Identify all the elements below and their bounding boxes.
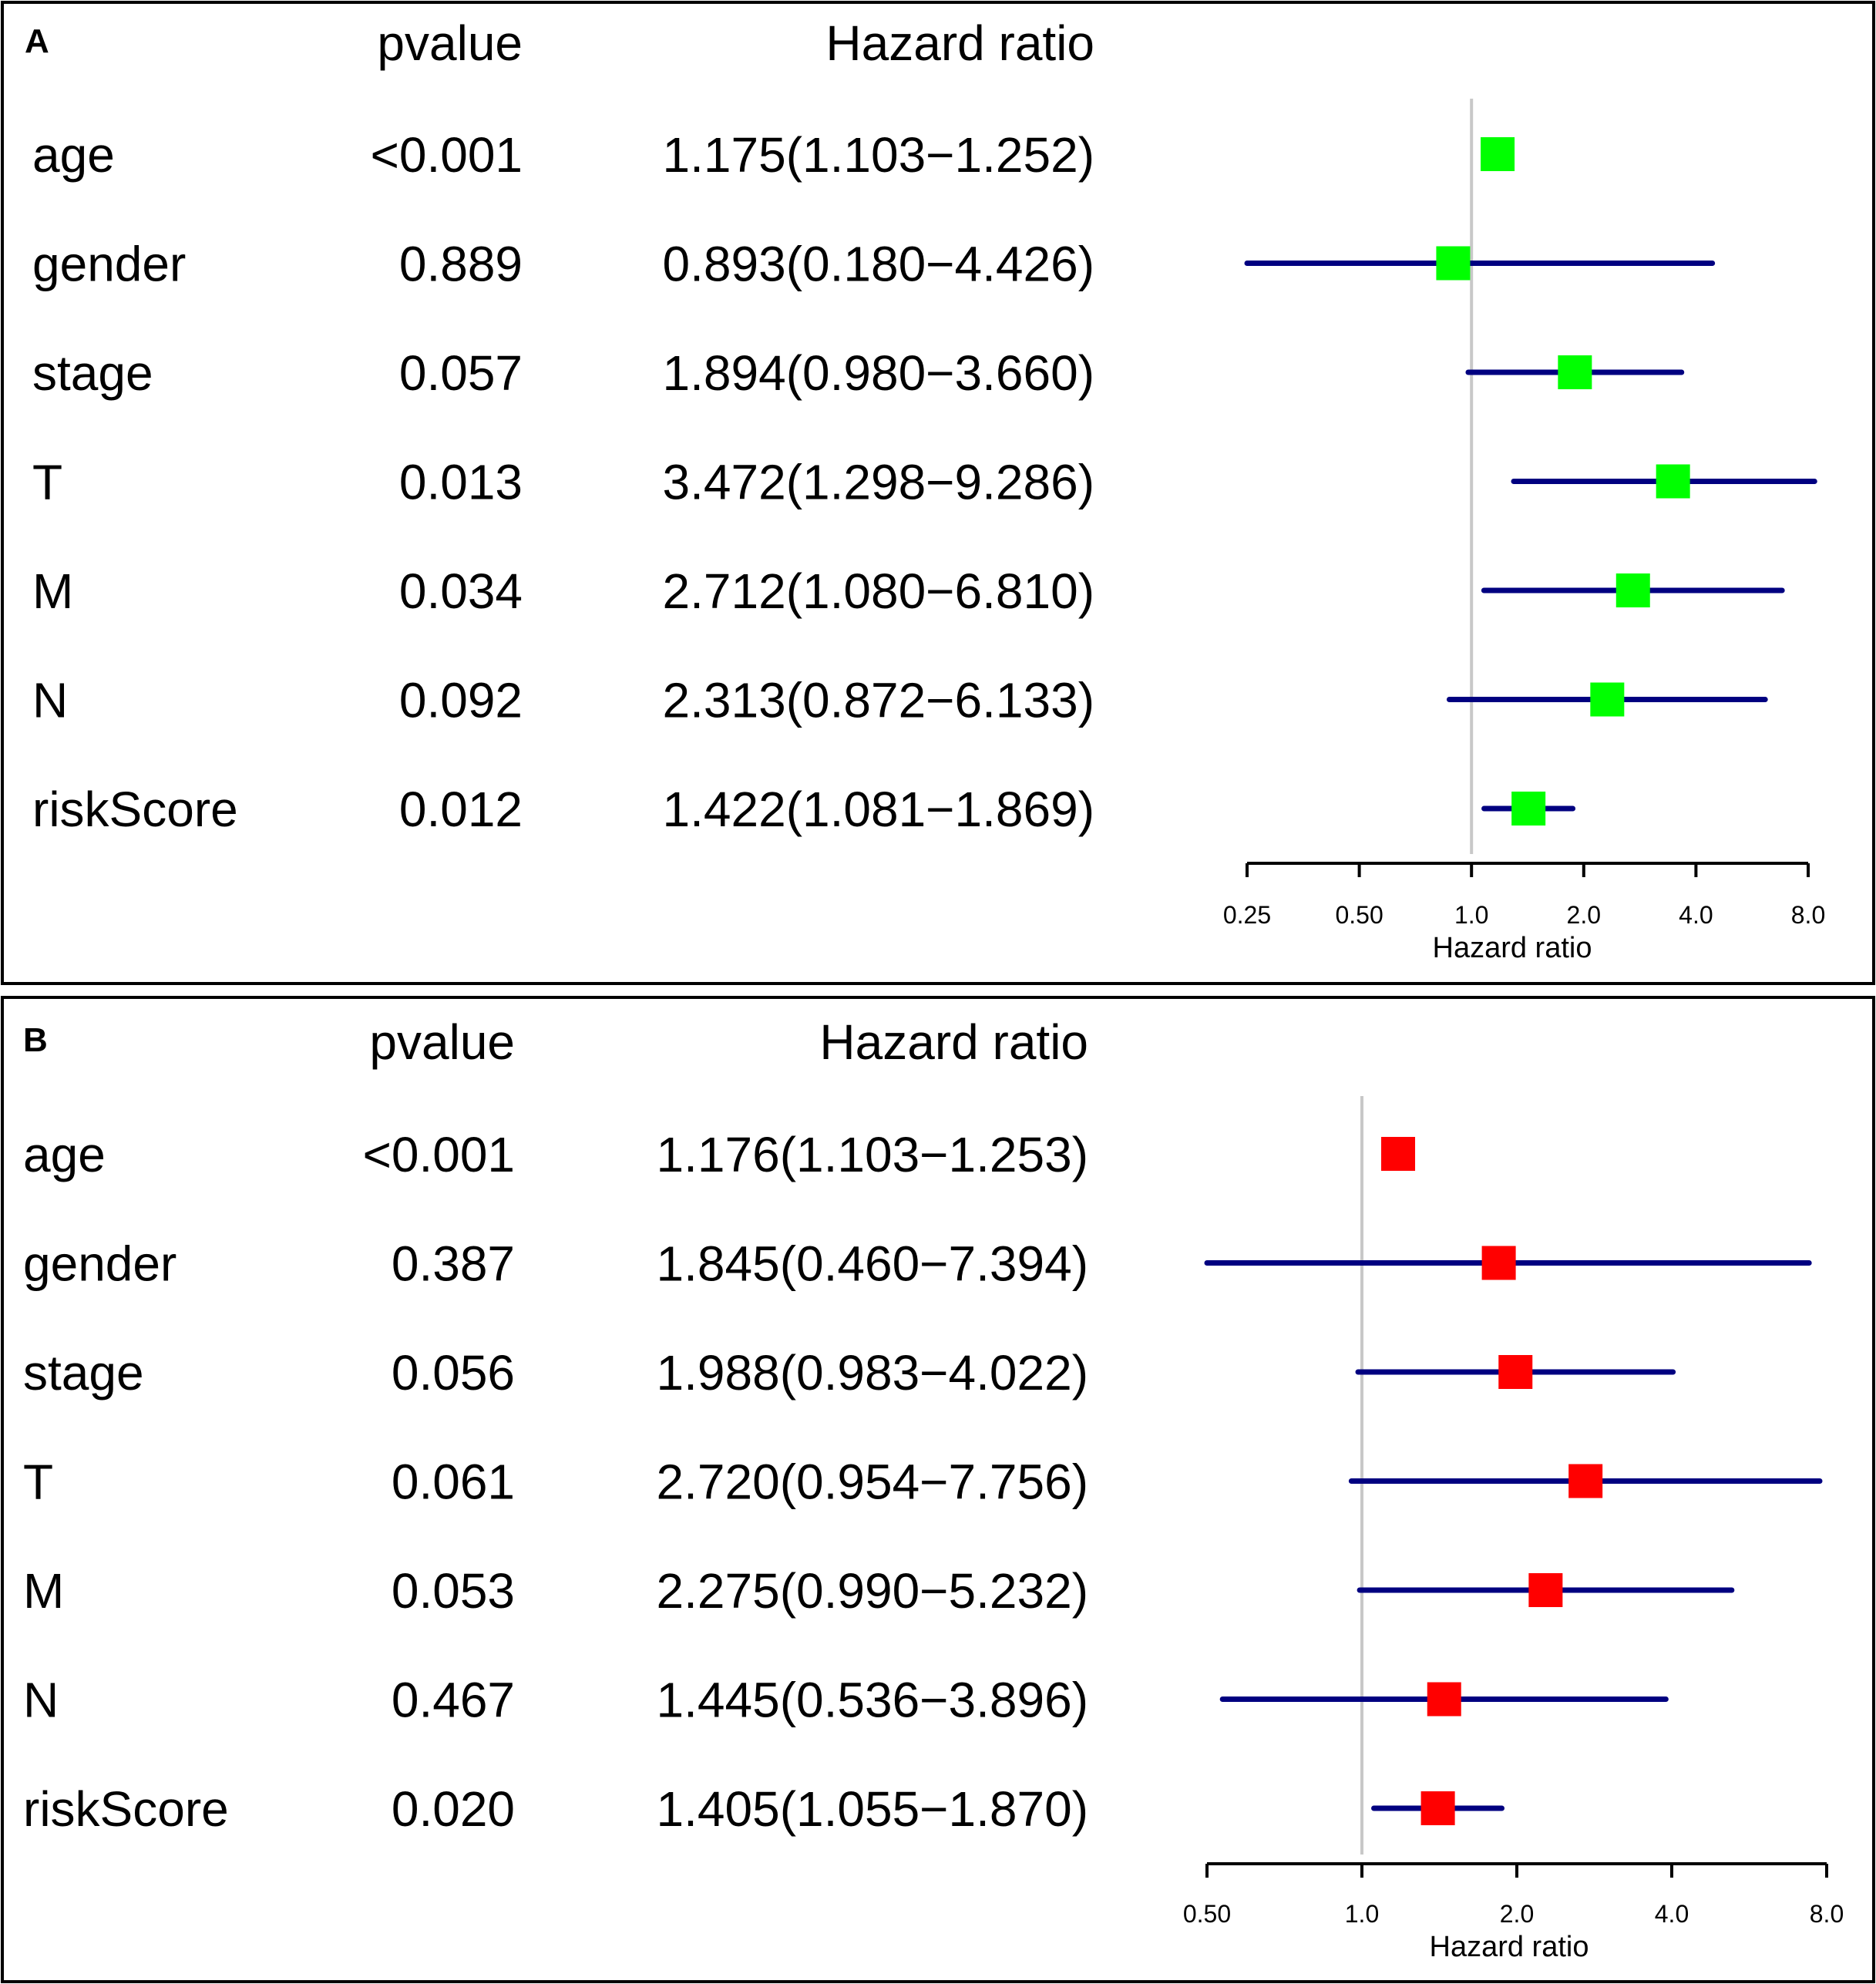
hazard-ratio-cell: 2.313(0.872−6.133) [663, 673, 1094, 728]
hr-marker [1381, 1137, 1416, 1171]
hazard-ratio-cell: 1.988(0.983−4.022) [657, 1345, 1088, 1401]
variable-label: T [23, 1454, 53, 1510]
table-row: gender 0.889 0.893(0.180−4.426) [32, 237, 1716, 292]
hazard-ratio-cell: 2.275(0.990−5.232) [657, 1563, 1088, 1619]
variable-label: riskScore [32, 782, 238, 837]
pvalue-header: pvalue [377, 15, 523, 71]
pvalue-cell: <0.001 [370, 127, 523, 183]
variable-label: M [32, 563, 73, 619]
hr-marker [1481, 137, 1515, 171]
table-row: N 0.467 1.445(0.536−3.896) [23, 1673, 1669, 1728]
hr-marker [1427, 1682, 1461, 1717]
variable-label: M [23, 1563, 64, 1619]
hazard-ratio-cell: 1.445(0.536−3.896) [657, 1673, 1088, 1728]
pvalue-cell: 0.013 [399, 455, 523, 510]
hazard-ratio-cell: 2.712(1.080−6.810) [663, 563, 1094, 619]
table-row: T 0.061 2.720(0.954−7.756) [23, 1454, 1823, 1510]
panel-label: B [23, 1021, 48, 1059]
pvalue-cell: 0.889 [399, 237, 523, 292]
hr-marker [1511, 792, 1546, 826]
pvalue-cell: 0.061 [392, 1454, 515, 1510]
x-tick-label: 2.0 [1567, 901, 1601, 929]
hazard-ratio-cell: 1.175(1.103−1.252) [663, 127, 1094, 183]
panel-label: A [25, 22, 49, 60]
x-tick-label: 0.50 [1183, 1900, 1231, 1928]
hr-marker [1558, 355, 1592, 389]
table-row: T 0.013 3.472(1.298−9.286) [32, 455, 1817, 510]
hr-marker [1615, 573, 1650, 607]
variable-label: stage [23, 1345, 144, 1401]
variable-label: gender [23, 1236, 177, 1292]
table-row: riskScore 0.020 1.405(1.055−1.870) [23, 1781, 1505, 1837]
variable-label: age [32, 127, 115, 183]
table-row: riskScore 0.012 1.422(1.081−1.869) [32, 782, 1576, 837]
hazard-ratio-cell: 1.405(1.055−1.870) [657, 1781, 1088, 1837]
hazard-ratio-cell: 1.422(1.081−1.869) [663, 782, 1094, 837]
variable-label: N [23, 1673, 59, 1728]
hr-marker [1656, 464, 1690, 499]
x-tick-label: 4.0 [1655, 1900, 1689, 1928]
hazard-ratio-cell: 1.845(0.460−7.394) [657, 1236, 1088, 1292]
table-row: gender 0.387 1.845(0.460−7.394) [23, 1236, 1812, 1292]
table-row: M 0.034 2.712(1.080−6.810) [32, 563, 1785, 619]
pvalue-cell: 0.012 [399, 782, 523, 837]
pvalue-cell: 0.467 [392, 1673, 515, 1728]
hazard-ratio-header: Hazard ratio [819, 1014, 1088, 1070]
x-tick-label: 8.0 [1810, 1900, 1844, 1928]
table-row: M 0.053 2.275(0.990−5.232) [23, 1563, 1735, 1619]
pvalue-cell: 0.053 [392, 1563, 515, 1619]
x-tick-label: 8.0 [1791, 901, 1825, 929]
x-tick-label: 4.0 [1679, 901, 1713, 929]
variable-label: age [23, 1127, 106, 1182]
hazard-ratio-cell: 2.720(0.954−7.756) [657, 1454, 1088, 1510]
pvalue-cell: 0.034 [399, 563, 523, 619]
x-tick-label: 0.50 [1335, 901, 1383, 929]
hr-marker [1498, 1355, 1533, 1389]
variable-label: gender [32, 237, 186, 292]
table-row: stage 0.057 1.894(0.980−3.660) [32, 345, 1685, 401]
table-row: N 0.092 2.313(0.872−6.133) [32, 673, 1768, 728]
pvalue-cell: <0.001 [362, 1127, 515, 1182]
x-tick-label: 2.0 [1500, 1900, 1534, 1928]
x-tick-label: 1.0 [1454, 901, 1488, 929]
x-axis-label: Hazard ratio [1433, 932, 1592, 964]
hazard-ratio-cell: 0.893(0.180−4.426) [663, 237, 1094, 292]
table-row: stage 0.056 1.988(0.983−4.022) [23, 1345, 1676, 1401]
hazard-ratio-cell: 1.176(1.103−1.253) [657, 1127, 1088, 1182]
variable-label: N [32, 673, 68, 728]
hazard-ratio-cell: 3.472(1.298−9.286) [663, 455, 1094, 510]
hr-marker [1436, 246, 1471, 281]
panel-border [1, 996, 1875, 1983]
pvalue-cell: 0.056 [392, 1345, 515, 1401]
x-tick-label: 0.25 [1223, 901, 1271, 929]
hr-marker [1528, 1573, 1563, 1607]
hr-marker [1568, 1464, 1603, 1498]
pvalue-cell: 0.057 [399, 345, 523, 401]
hr-marker [1481, 1246, 1516, 1280]
x-tick-label: 1.0 [1345, 1900, 1379, 1928]
pvalue-cell: 0.020 [392, 1781, 515, 1837]
hr-marker [1420, 1791, 1455, 1825]
hazard-ratio-cell: 1.894(0.980−3.660) [663, 345, 1094, 401]
table-row: age <0.001 1.176(1.103−1.253) [23, 1127, 1416, 1182]
variable-label: stage [32, 345, 153, 401]
hr-marker [1590, 682, 1625, 717]
variable-label: T [32, 455, 62, 510]
pvalue-cell: 0.387 [392, 1236, 515, 1292]
hazard-ratio-header: Hazard ratio [825, 15, 1094, 71]
variable-label: riskScore [23, 1781, 229, 1837]
table-row: age <0.001 1.175(1.103−1.252) [32, 127, 1515, 183]
panel-border [1, 1, 1875, 985]
pvalue-cell: 0.092 [399, 673, 523, 728]
x-axis-label: Hazard ratio [1430, 1931, 1589, 1963]
pvalue-header: pvalue [369, 1014, 515, 1070]
